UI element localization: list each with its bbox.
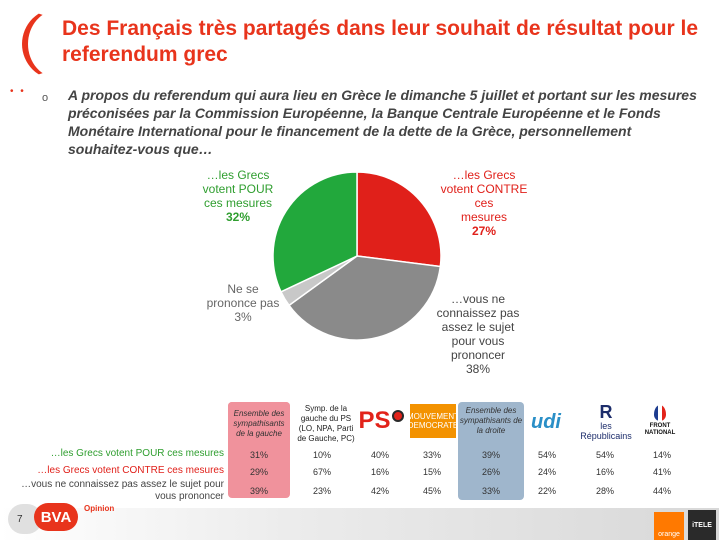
fn-logo-line: NATIONAL [644, 430, 676, 436]
modem-logo-line: DEMOCRATE [407, 421, 459, 430]
ps-logo: PS [358, 404, 404, 438]
table-cell: 22% [537, 486, 556, 496]
pie-label-contre-line: votent CONTRE ces [440, 182, 528, 210]
table-cell: 24% [537, 467, 556, 477]
fn-logo-line: FRONT [649, 423, 671, 429]
table-cell: 45% [422, 486, 441, 496]
table-cell: 23% [312, 486, 331, 496]
pie-label-contre: …les Grecs votent CONTRE ces mesures 27% [432, 168, 536, 238]
pie-label-dk-line: …vous ne [450, 292, 506, 306]
pie-label-pour: …les Grecs votent POUR ces mesures 32% [186, 168, 290, 224]
pie-value-contre: 27% [471, 224, 497, 238]
itele-logo: iTELE [688, 510, 716, 540]
table-cell: 29% [249, 467, 268, 477]
table-cell: 39% [481, 450, 500, 460]
bullet-marker: o [42, 92, 49, 104]
republicains-logo-line: Républicains [580, 431, 632, 441]
table-cell: 54% [537, 450, 556, 460]
decorative-dots: • • [10, 86, 26, 97]
table-cell: 16% [595, 467, 614, 477]
table-cell: 26% [481, 467, 500, 477]
bva-opinion-label: Opinion [84, 504, 115, 513]
table-cell: 16% [370, 467, 389, 477]
row-label-pour: …les Grecs votent POUR ces mesures [50, 448, 224, 459]
page-title: Des Français très partagés dans leur sou… [62, 17, 699, 66]
udi-logo: udi [531, 410, 561, 433]
pie-value-pour: 32% [225, 210, 251, 224]
col-header-gauche: Ensemble des sympathisants de la gauche [228, 402, 290, 446]
front-national-logo: FRONT NATIONAL [640, 400, 680, 442]
table-cell: 33% [481, 486, 500, 496]
flame-icon [654, 405, 666, 421]
pie-label-pour-line: ces mesures [203, 196, 273, 210]
col-header-droite: Ensemble des sympathisants de la droite [458, 402, 524, 500]
pie-label-nsp: Ne se prononce pas 3% [198, 282, 288, 324]
table-cell: 39% [249, 486, 268, 496]
modem-logo: MOUVEMENT DEMOCRATE [407, 404, 459, 438]
pie-label-dont-know: …vous ne connaissez pas assez le sujet p… [428, 292, 528, 376]
table-cell: 42% [370, 486, 389, 496]
orange-logo: orange [654, 512, 684, 540]
pie-label-pour-line: …les Grecs [206, 168, 270, 182]
table-cell: 67% [312, 467, 331, 477]
pie-value-nsp: 3% [234, 310, 252, 324]
pie-label-dk-line: connaissez pas [436, 306, 520, 320]
table-cell: 31% [249, 450, 268, 460]
pie-label-dk-line: assez le sujet [441, 320, 515, 334]
pie-value-dont-know: 38% [465, 362, 491, 376]
pie-label-pour-line: votent POUR [202, 182, 274, 196]
col-header-gauche-ps: Symp. de la gauche du PS (LO, NPA, Parti… [297, 404, 355, 443]
table-cell: 41% [652, 467, 671, 477]
survey-question: A propos du referendum qui aura lieu en … [68, 87, 697, 157]
table-cell: 44% [652, 486, 671, 496]
ps-logo-text: PS [358, 407, 391, 434]
bva-logo: BVA [34, 503, 78, 531]
decorative-arc [22, 8, 62, 80]
table-cell: 10% [312, 450, 331, 460]
table-cell: 40% [370, 450, 389, 460]
row-label-dont-know: …vous ne connaissez pas assez le sujet p… [21, 479, 224, 502]
table-cell: 14% [652, 450, 671, 460]
row-label-contre: …les Grecs votent CONTRE ces mesures [37, 465, 224, 476]
modem-logo-line: MOUVEMENT [407, 412, 459, 421]
pie-label-contre-line: mesures [460, 210, 507, 224]
pie-slice-contre [356, 171, 442, 268]
pie-slice-pour [272, 171, 358, 293]
table-cell: 15% [422, 467, 441, 477]
footer-bar [0, 508, 719, 540]
rose-icon [391, 410, 404, 422]
pie-label-nsp-line: Ne se [227, 282, 259, 296]
table-cell: 33% [422, 450, 441, 460]
pie-label-contre-line: …les Grecs [452, 168, 516, 182]
republicains-logo: R les Républicains [576, 402, 636, 441]
pie-label-dk-line: pour vous [451, 334, 505, 348]
pie-slice-dont-know [287, 255, 442, 341]
republicains-logo-line: les [600, 421, 612, 431]
pie-label-dk-line: prononcer [450, 348, 506, 362]
republicains-logo-mark: R [599, 402, 613, 422]
pie-label-nsp-line: prononce pas [206, 296, 280, 310]
table-cell: 54% [595, 450, 614, 460]
table-cell: 28% [595, 486, 614, 496]
